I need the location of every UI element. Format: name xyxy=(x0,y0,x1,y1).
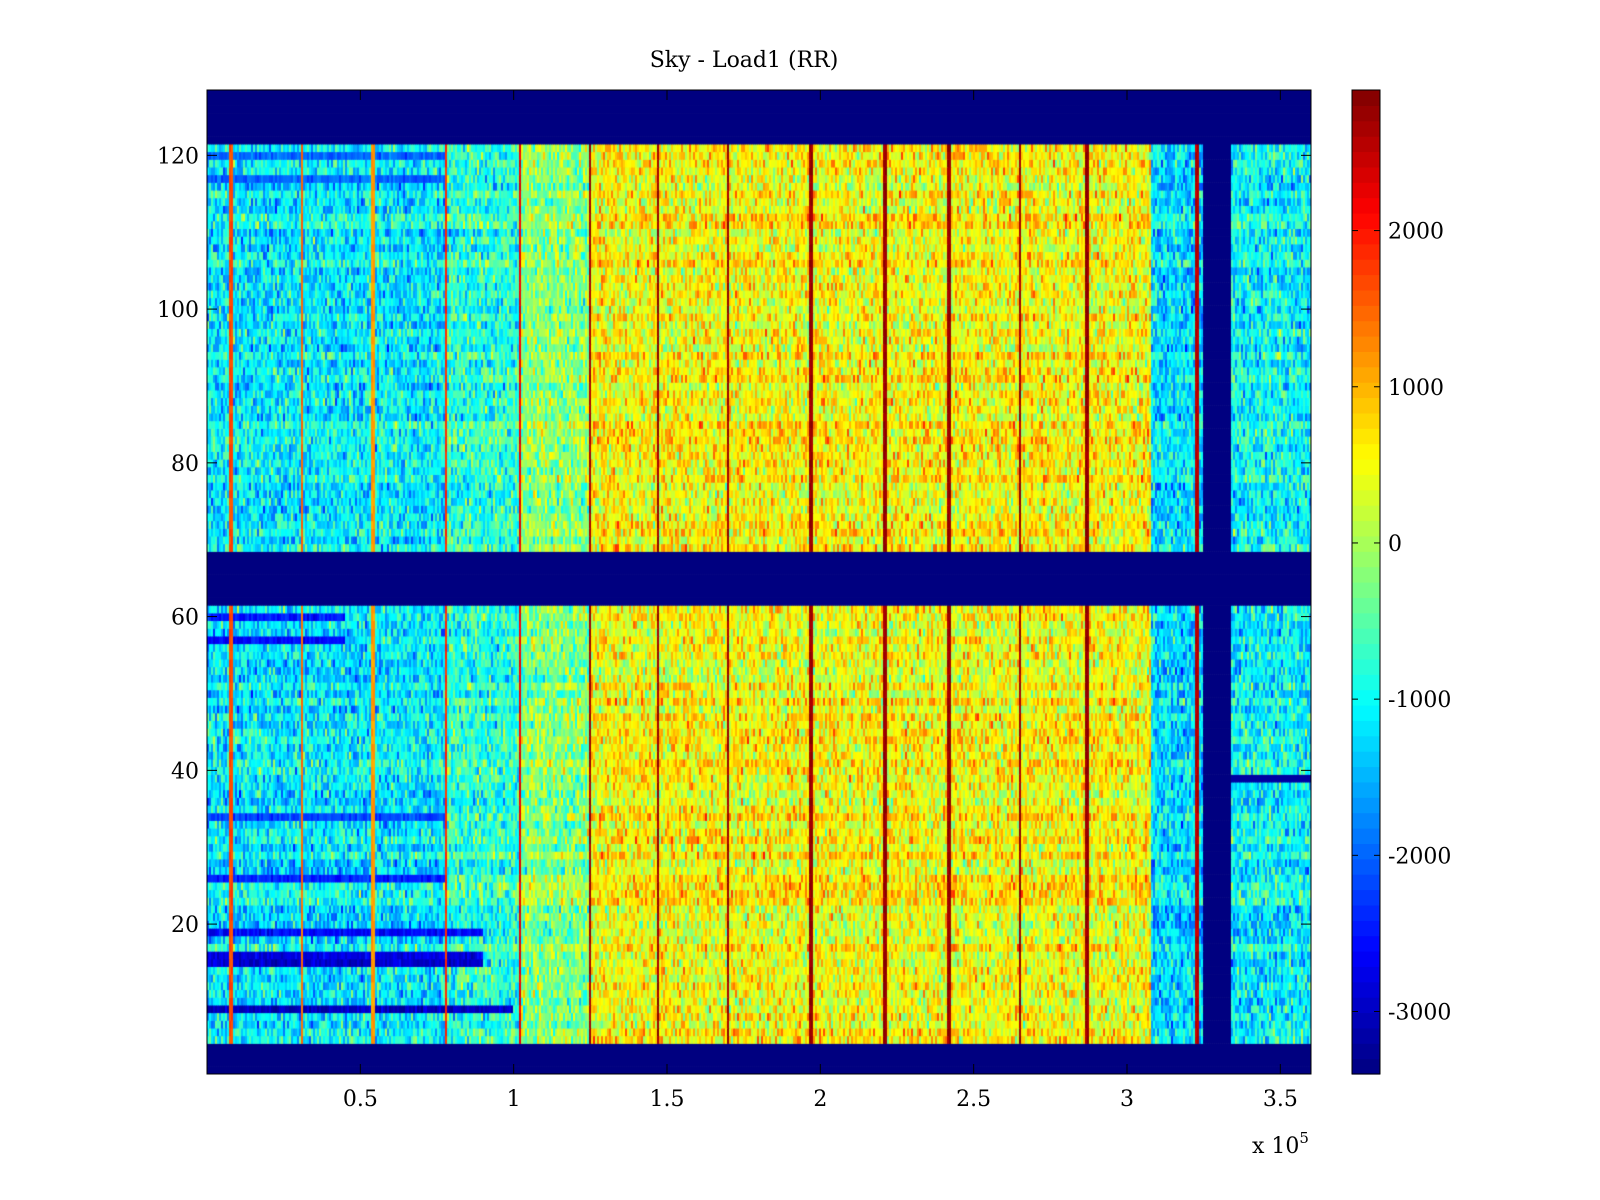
colorbar-segment xyxy=(1352,105,1380,122)
y-tick-label: 100 xyxy=(157,298,199,323)
colorbar-segment xyxy=(1352,812,1380,829)
y-tick-label: 120 xyxy=(157,144,199,169)
colorbar-segment xyxy=(1352,535,1380,552)
colorbar-segment xyxy=(1352,889,1380,906)
colorbar-segment xyxy=(1352,136,1380,153)
x-tick-label: 2 xyxy=(813,1087,827,1112)
colorbar-segment xyxy=(1352,597,1380,614)
colorbar-tick-label: -3000 xyxy=(1388,1001,1451,1026)
colorbar-segment xyxy=(1352,582,1380,598)
colorbar-segment xyxy=(1352,781,1380,798)
heatmap xyxy=(207,90,1311,1074)
colorbar-segment xyxy=(1352,674,1380,691)
colorbar-segment xyxy=(1352,459,1380,475)
colorbar-segment xyxy=(1352,551,1380,568)
colorbar-segment xyxy=(1352,904,1380,921)
colorbar-segment xyxy=(1352,428,1380,445)
x-tick-label: 0.5 xyxy=(343,1087,378,1112)
colorbar-segment xyxy=(1352,920,1380,937)
colorbar-segment xyxy=(1352,166,1380,183)
colorbar-segment xyxy=(1352,951,1380,967)
colorbar-segment xyxy=(1352,289,1380,306)
colorbar-segment xyxy=(1352,489,1380,506)
colorbar-frame xyxy=(1351,89,1381,1075)
colorbar-segment xyxy=(1352,305,1380,322)
colorbar-segment xyxy=(1352,566,1380,583)
colorbar-segment xyxy=(1352,90,1380,106)
y-tick-label: 60 xyxy=(171,606,199,631)
colorbar-segment xyxy=(1352,213,1380,229)
colorbar-segment xyxy=(1352,858,1380,875)
colorbar-segment xyxy=(1352,382,1380,399)
colorbar-segment xyxy=(1352,320,1380,337)
colorbar-segment xyxy=(1352,766,1380,783)
x-axis-exponent: x 105 xyxy=(1252,1129,1309,1159)
colorbar-segment xyxy=(1352,751,1380,768)
colorbar-segment xyxy=(1352,935,1380,952)
colorbar-segment xyxy=(1352,612,1380,629)
colorbar-segment xyxy=(1352,981,1380,998)
colorbar-segment xyxy=(1352,120,1380,137)
colorbar-segment xyxy=(1352,397,1380,414)
colorbar-segment xyxy=(1352,643,1380,660)
x-tick-label: 2.5 xyxy=(956,1087,991,1112)
colorbar-segment xyxy=(1352,520,1380,537)
colorbar-segment xyxy=(1352,1012,1380,1029)
colorbar-segment xyxy=(1352,443,1380,460)
x-axis-ticks: 0.5 1 1.5 2 2.5 3 3.5 xyxy=(343,90,1298,1112)
colorbar-segment xyxy=(1352,412,1380,429)
colorbar-segment xyxy=(1352,366,1380,383)
colorbar-segment xyxy=(1352,1058,1380,1075)
plot-frame xyxy=(206,89,1312,1075)
colorbar-tick-label: -1000 xyxy=(1388,688,1451,713)
colorbar-segment xyxy=(1352,843,1380,860)
colorbar-tick-label: 2000 xyxy=(1388,220,1444,245)
colorbar-segment xyxy=(1352,197,1380,214)
colorbar-ticks: 2000 1000 0 -1000 -2000 -3000 xyxy=(1352,220,1451,1026)
colorbar-segment xyxy=(1352,228,1380,245)
colorbar-segment xyxy=(1352,628,1380,645)
colorbar-segment xyxy=(1352,1027,1380,1044)
colorbar-segment xyxy=(1352,997,1380,1014)
colorbar-segment xyxy=(1352,1043,1380,1060)
colorbar-segment xyxy=(1352,658,1380,675)
colorbar-segment xyxy=(1352,705,1380,721)
x-axis-exponent-base: x 10 xyxy=(1252,1134,1299,1159)
colorbar-segment xyxy=(1352,351,1380,368)
y-tick-label: 80 xyxy=(171,452,199,477)
colorbar-segment xyxy=(1352,259,1380,276)
colorbar-segment xyxy=(1352,828,1380,844)
chart-title: Sky - Load1 (RR) xyxy=(650,48,839,73)
x-tick-label: 3.5 xyxy=(1263,1087,1298,1112)
colorbar-segment xyxy=(1352,274,1380,291)
x-axis-exponent-power: 5 xyxy=(1299,1129,1309,1147)
colorbar-segment xyxy=(1352,874,1380,891)
x-tick-label: 3 xyxy=(1120,1087,1134,1112)
x-tick-label: 1 xyxy=(507,1087,521,1112)
colorbar-tick-label: 1000 xyxy=(1388,376,1444,401)
heatmap-raster xyxy=(207,90,1311,1074)
colorbar-tick-label: -2000 xyxy=(1388,844,1451,869)
colorbar-segment xyxy=(1352,151,1380,168)
colorbar-segment xyxy=(1352,336,1380,352)
colorbar-segment xyxy=(1352,735,1380,752)
colorbar-segment xyxy=(1352,182,1380,199)
x-tick-label: 1.5 xyxy=(650,1087,685,1112)
colorbar-segment xyxy=(1352,720,1380,737)
colorbar-segment xyxy=(1352,689,1380,706)
colorbar-segment xyxy=(1352,243,1380,260)
y-axis-ticks: 20 40 60 80 100 120 xyxy=(157,144,1311,938)
colorbar-segment xyxy=(1352,474,1380,491)
colorbar xyxy=(1351,89,1381,1075)
colorbar-segment xyxy=(1352,505,1380,522)
y-tick-label: 40 xyxy=(171,759,199,784)
colorbar-segment xyxy=(1352,966,1380,983)
y-tick-label: 20 xyxy=(171,913,199,938)
colorbar-tick-label: 0 xyxy=(1388,532,1402,557)
colorbar-segment xyxy=(1352,797,1380,814)
